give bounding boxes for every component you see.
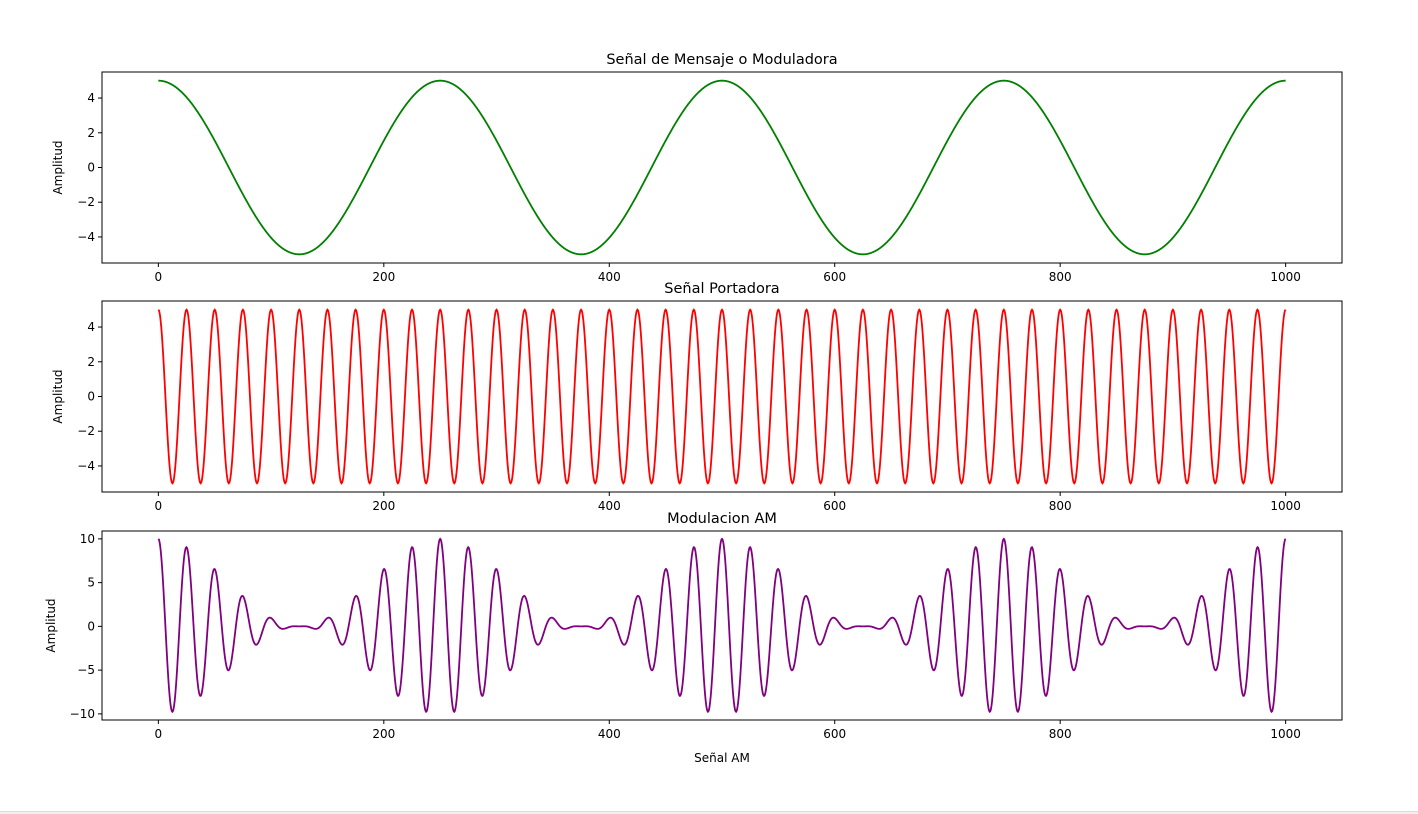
y-tick-label: −5	[77, 663, 95, 677]
subplot-3: 0 200 400 600 800 1000 −10 −5 0 5 10 Modulacion AM A…	[44, 511, 1343, 765]
x-tick-label: 200	[372, 499, 395, 513]
subplot-title: Señal de Mensaje o Moduladora	[606, 52, 837, 68]
x-tick-label: 400	[598, 270, 621, 284]
x-tick-label: 0	[155, 499, 163, 513]
subplot-title: Modulacion AM	[667, 511, 777, 527]
x-tick-label: 800	[1049, 499, 1072, 513]
x-tick-label: 200	[372, 270, 395, 284]
subplot-2: 0 200 400 600 800 1000 −4 −2 0 2 4 Señal Portadora A…	[51, 281, 1343, 513]
series-line	[157, 308, 1287, 485]
x-tick-label: 600	[823, 499, 846, 513]
x-tick-label: 400	[598, 499, 621, 513]
y-tick-label: −4	[77, 459, 95, 473]
x-tick-label: 0	[155, 727, 163, 741]
y-axis-label: Amplitud	[44, 598, 58, 652]
axes-frame	[101, 71, 1343, 264]
x-tick-label: 800	[1049, 270, 1072, 284]
x-tick-label: 600	[823, 727, 846, 741]
y-tick-label: 0	[87, 619, 95, 633]
y-tick-label: 0	[87, 161, 95, 175]
y-axis-label: Amplitud	[51, 140, 65, 194]
axes-frame	[101, 530, 1343, 721]
x-tick-label: 200	[372, 727, 395, 741]
x-tick-label: 800	[1049, 727, 1072, 741]
y-tick-label: 0	[87, 390, 95, 404]
y-tick-label: 2	[87, 355, 95, 369]
y-tick-label: 5	[87, 576, 95, 590]
subplot-1: 0 200 400 600 800 1000 −4 −2 0 2 4 Señal de Mensaje…	[51, 52, 1343, 284]
x-tick-label: 400	[598, 727, 621, 741]
y-tick-label: −2	[77, 424, 95, 438]
x-axis-label: Señal AM	[694, 751, 750, 765]
window-bottom-edge	[0, 811, 1418, 814]
y-tick-label: −4	[77, 230, 95, 244]
series-line	[157, 537, 1287, 714]
y-axis-label: Amplitud	[51, 369, 65, 423]
subplot-title: Señal Portadora	[664, 281, 779, 297]
x-tick-label: 1000	[1270, 499, 1301, 513]
y-tick-label: −2	[77, 195, 95, 209]
x-tick-label: 1000	[1270, 270, 1301, 284]
x-tick-label: 600	[823, 270, 846, 284]
y-tick-label: 10	[80, 532, 95, 546]
y-tick-label: 4	[87, 320, 95, 334]
y-tick-label: −10	[70, 707, 95, 721]
y-tick-label: 2	[87, 126, 95, 140]
x-tick-label: 0	[155, 270, 163, 284]
x-tick-label: 1000	[1270, 727, 1301, 741]
y-tick-label: 4	[87, 91, 95, 105]
series-line	[158, 79, 1286, 256]
